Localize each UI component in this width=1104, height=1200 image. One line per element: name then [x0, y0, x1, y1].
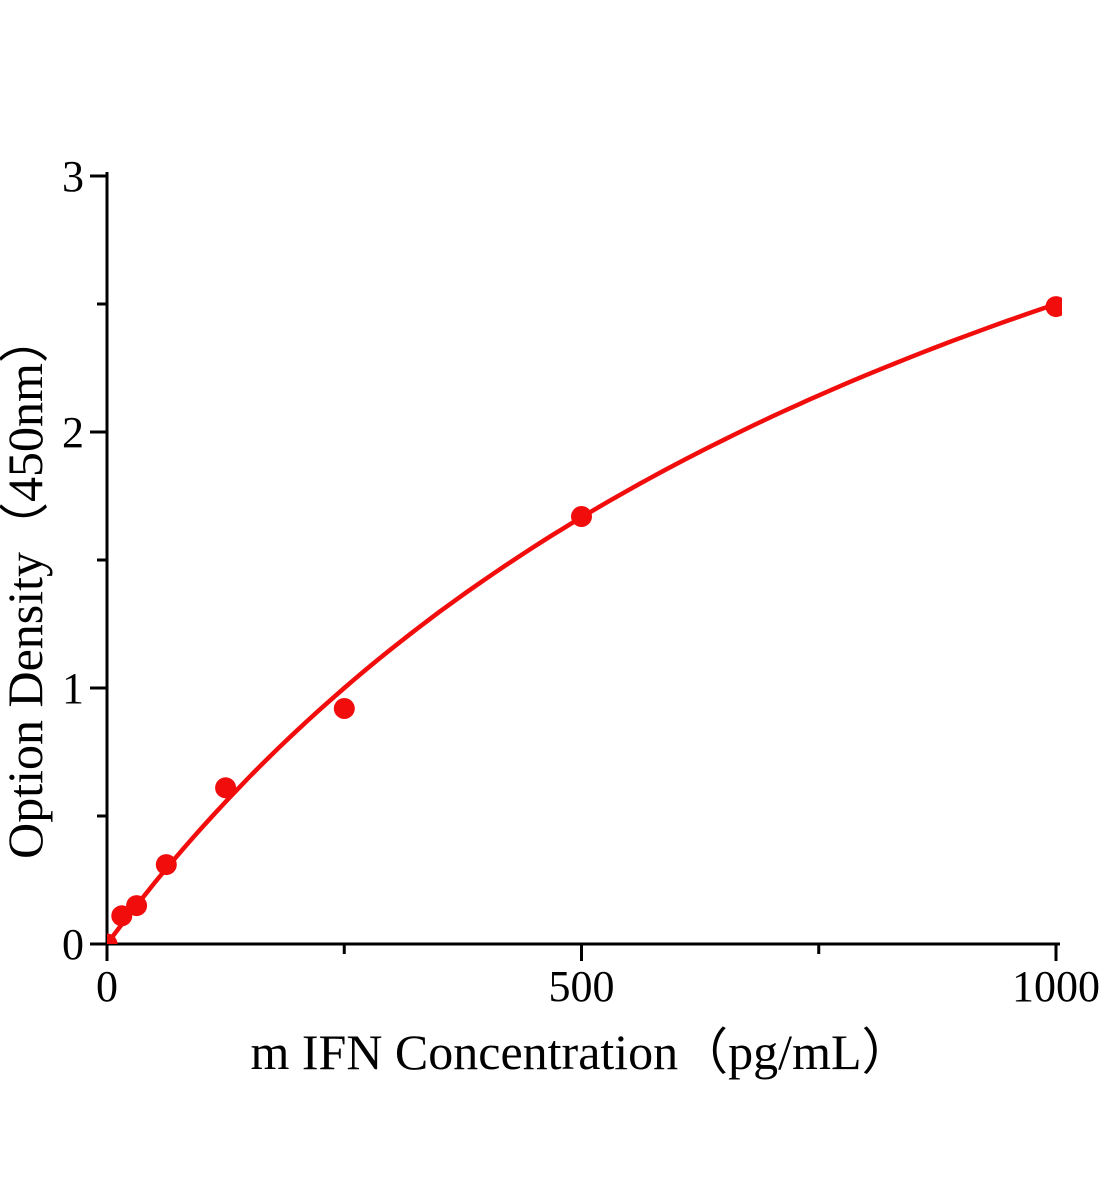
x-axis-title: m IFN Concentration（pg/mL）: [250, 1024, 911, 1080]
y-tick-label: 1: [62, 664, 84, 713]
fit-curve-line: [107, 301, 1057, 944]
data-point: [333, 698, 355, 719]
x-tick-label: 0: [96, 962, 118, 1011]
axes: [105, 172, 1060, 960]
data-point: [1045, 296, 1062, 318]
data-point: [215, 777, 237, 799]
y-tick-label: 0: [62, 920, 84, 969]
y-tick-label: 3: [62, 152, 84, 201]
data-points: [107, 296, 1062, 944]
x-tick-label: 500: [549, 962, 615, 1011]
axis-tick-labels: 0 500 1000 0 1 2 3: [62, 152, 1100, 1011]
data-point: [155, 854, 177, 876]
y-axis-title: Option Density（450nm）: [0, 313, 53, 859]
data-point: [571, 506, 592, 527]
axis-ticks: [90, 174, 1058, 961]
x-tick-label: 1000: [1012, 962, 1100, 1011]
data-point: [126, 895, 148, 917]
y-tick-label: 2: [62, 408, 84, 457]
data-point: [111, 905, 133, 927]
data-point: [107, 933, 118, 944]
